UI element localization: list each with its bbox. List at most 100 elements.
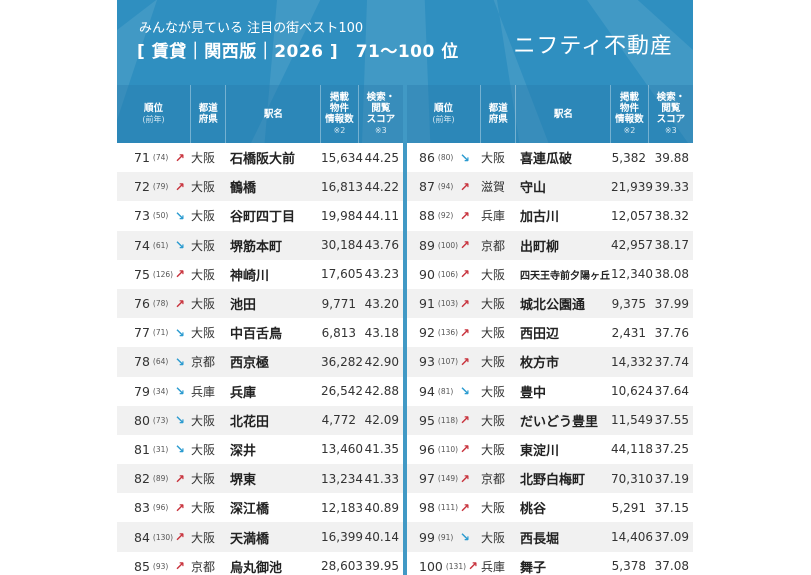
rank-cell: 72 (79) ↗ <box>117 179 191 194</box>
rank: 94 <box>419 383 435 399</box>
rank: 96 <box>419 441 435 457</box>
prefecture: 大阪 <box>481 267 506 282</box>
score: 40.89 <box>364 500 399 515</box>
listing-count: 16,399 <box>321 530 363 545</box>
prefecture: 大阪 <box>191 209 216 224</box>
header-rank: 順位 (前年) <box>117 85 191 143</box>
listing-count: 5,382 <box>611 150 646 165</box>
previous-rank: (71) <box>152 328 169 338</box>
listing-count: 44,118 <box>611 442 653 457</box>
rank: 97 <box>419 471 435 487</box>
table-row: 82 (89) ↗ 大阪 堺東 13,234 41.33 <box>117 464 403 494</box>
table-row: 74 (61) ↘ 大阪 堺筋本町 30,184 43.76 <box>117 230 403 260</box>
prefecture: 大阪 <box>191 267 216 282</box>
header-prefecture: 都道 府県 <box>190 85 227 143</box>
rank: 90 <box>419 266 435 282</box>
rank: 98 <box>419 500 435 516</box>
table-row: 75 (126) ↗ 大阪 神崎川 17,605 43.23 <box>117 260 403 289</box>
score: 42.90 <box>364 354 399 369</box>
listing-count: 14,332 <box>611 354 653 369</box>
rank-cell: 98 (111) ↗ <box>407 500 481 515</box>
arrow-down-right-icon: ↘ <box>174 413 185 428</box>
listing-count: 26,542 <box>321 384 363 399</box>
station-name: 鶴橋 <box>230 181 257 197</box>
score: 37.25 <box>654 442 689 457</box>
table-row: 80 (73) ↘ 大阪 北花田 4,772 42.09 <box>117 405 403 435</box>
previous-rank: (94) <box>437 182 454 192</box>
listing-count: 19,984 <box>321 208 363 223</box>
station-name: 西京極 <box>230 356 270 372</box>
ranking-table-right: 順位 (前年) 都道 府県 駅名 掲載 物件 情報数 ※2 検索・ 閲覧 スコア ※3 86 (8… <box>407 85 693 575</box>
score: 38.08 <box>654 267 689 282</box>
arrow-up-right-icon: ↗ <box>459 325 470 340</box>
rank: 77 <box>134 325 150 341</box>
table-row: 94 (81) ↘ 大阪 豊中 10,624 37.64 <box>407 377 693 406</box>
score: 37.76 <box>654 325 689 340</box>
arrow-down-right-icon: ↘ <box>174 384 185 399</box>
previous-rank: (130) <box>152 532 174 542</box>
rank: 86 <box>419 150 435 166</box>
arrow-down-right-icon: ↘ <box>174 325 185 340</box>
table-body: 71 (74) ↗ 大阪 石橋阪大前 15,634 44.25 72 (79) ↗ 大阪 鶴橋 16,8… <box>117 143 403 575</box>
station-name: 谷町四丁目 <box>230 210 296 226</box>
prefecture: 兵庫 <box>191 384 216 399</box>
table-row: 88 (92) ↗ 兵庫 加古川 12,057 38.32 <box>407 201 693 230</box>
previous-rank: (93) <box>152 561 169 571</box>
score: 39.95 <box>364 559 399 574</box>
rank: 75 <box>134 266 150 282</box>
prefecture: 大阪 <box>481 501 506 516</box>
score: 43.76 <box>364 238 399 253</box>
rank: 78 <box>134 354 150 370</box>
header-title: [ 賃貸｜関西版｜2026 ] 71〜100 位 <box>137 42 459 62</box>
table-row: 84 (130) ↗ 大阪 天満橋 16,399 40.14 <box>117 522 403 552</box>
rank-cell: 99 (91) ↘ <box>407 530 481 545</box>
score: 37.99 <box>654 296 689 311</box>
previous-rank: (73) <box>152 415 169 425</box>
header-prefecture: 都道 府県 <box>480 85 517 143</box>
arrow-down-right-icon: ↘ <box>174 354 185 369</box>
listing-count: 9,771 <box>321 296 356 311</box>
brand-logo: ニフティ不動産 <box>513 34 673 59</box>
rank: 74 <box>134 237 150 253</box>
table-row: 97 (149) ↗ 京都 北野白梅町 70,310 37.19 <box>407 464 693 494</box>
prefecture: 大阪 <box>481 530 506 545</box>
prefecture: 大阪 <box>481 442 506 457</box>
rank: 95 <box>419 412 435 428</box>
rank-cell: 75 (126) ↗ <box>117 267 191 282</box>
station-name: 舞子 <box>520 560 547 575</box>
previous-rank: (106) <box>437 269 459 279</box>
station-name: 深江橋 <box>230 502 270 518</box>
arrow-down-right-icon: ↘ <box>174 208 185 223</box>
rank: 80 <box>134 412 150 428</box>
rank-cell: 100 (131) ↗ <box>407 559 481 574</box>
arrow-up-right-icon: ↗ <box>459 442 470 457</box>
station-name: 枚方市 <box>520 356 560 372</box>
rank-cell: 84 (130) ↗ <box>117 530 191 545</box>
rank: 88 <box>419 208 435 224</box>
rank-cell: 79 (34) ↘ <box>117 384 191 399</box>
station-name: 兵庫 <box>230 385 257 401</box>
station-name: 石橋阪大前 <box>230 152 296 168</box>
arrow-up-right-icon: ↗ <box>459 296 470 311</box>
arrow-up-right-icon: ↗ <box>174 179 185 194</box>
rank: 81 <box>134 441 150 457</box>
previous-rank: (91) <box>437 532 454 542</box>
arrow-up-right-icon: ↗ <box>459 238 470 253</box>
prefecture: 大阪 <box>191 530 216 545</box>
station-name: 中百舌鳥 <box>230 327 283 343</box>
station-name: 東淀川 <box>520 443 560 459</box>
previous-rank: (118) <box>437 415 459 425</box>
rank: 91 <box>419 296 435 312</box>
previous-rank: (100) <box>437 240 459 250</box>
header-score: 検索・ 閲覧 スコア ※3 <box>358 85 404 143</box>
header-listing-count: 掲載 物件 情報数 ※2 <box>611 85 649 143</box>
rank-cell: 96 (110) ↗ <box>407 442 481 457</box>
rank: 83 <box>134 500 150 516</box>
station-name: 加古川 <box>520 210 560 226</box>
listing-count: 5,378 <box>611 559 646 574</box>
rank-cell: 88 (92) ↗ <box>407 208 481 223</box>
table-row: 98 (111) ↗ 大阪 桃谷 5,291 37.15 <box>407 493 693 522</box>
arrow-up-right-icon: ↗ <box>174 559 185 574</box>
rank-cell: 89 (100) ↗ <box>407 238 481 253</box>
previous-rank: (136) <box>437 328 459 338</box>
